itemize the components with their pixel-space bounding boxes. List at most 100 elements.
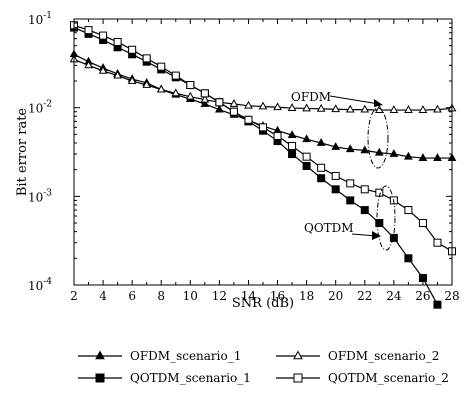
data-point [200, 94, 210, 103]
legend-label: OFDM_scenario_1 [130, 349, 241, 363]
data-point [128, 45, 137, 54]
data-point [215, 104, 224, 113]
data-point [346, 196, 355, 205]
data-point [418, 219, 427, 228]
legend-item: QOTDM_scenario_2 [276, 371, 449, 385]
series-line [73, 24, 453, 252]
data-point [200, 89, 209, 98]
annotation-ofdm-arrowhead [374, 99, 383, 107]
data-point [186, 81, 195, 90]
data-point [156, 84, 166, 93]
series-QOTDM_scenario_2 [70, 21, 456, 256]
x-tick-label: 12 [212, 289, 227, 303]
x-tick-label: 24 [386, 289, 402, 303]
data-point [360, 206, 369, 215]
x-tick-label: 8 [157, 289, 165, 303]
data-point [215, 98, 224, 107]
data-point [84, 26, 93, 35]
data-point [244, 100, 253, 109]
legend-marker [293, 350, 303, 360]
annotation-qotdm: QOTDM [304, 221, 354, 235]
x-tick-label: 28 [444, 289, 459, 303]
legend: OFDM_scenario_1 QOTDM_scenario_1 OFDM_scen… [78, 349, 449, 385]
data-point [404, 105, 413, 113]
data-point [433, 300, 442, 309]
data-point [302, 152, 311, 161]
x-tick-label: 14 [241, 289, 257, 303]
y-tick-label: 10-2 [28, 100, 52, 116]
annotation-ofdm-ellipse [367, 107, 389, 169]
series-QOTDM_scenario_1 [70, 23, 442, 309]
y-axis-title: Bit error rate [15, 108, 30, 197]
data-point [302, 161, 311, 170]
x-tick-label: 22 [357, 289, 372, 303]
data-point [113, 38, 122, 47]
data-point [331, 142, 341, 150]
x-axis-title: SNR (dB) [232, 296, 294, 311]
x-tick-label: 20 [328, 289, 343, 303]
axes: 2 4 6 8 10 12 14 16 18 20 22 24 26 2810-110-210-310-4… [15, 11, 460, 311]
data-point [171, 88, 181, 97]
data-point [288, 141, 297, 150]
annotation-qotdm-ellipse [376, 185, 396, 251]
data-point [288, 150, 297, 159]
data-point [389, 149, 399, 157]
data-point [157, 62, 166, 71]
data-point [375, 219, 384, 228]
data-point [389, 233, 398, 242]
data-point [200, 99, 210, 107]
annotations: OFDM QOTDM [291, 90, 396, 251]
legend-marker [95, 350, 105, 360]
data-point [345, 144, 355, 153]
data-point [346, 179, 355, 188]
data-point [302, 134, 311, 143]
x-tick-label: 2 [70, 289, 78, 303]
data-point [360, 104, 370, 113]
x-tick-label: 18 [299, 289, 314, 303]
data-point [142, 54, 151, 63]
data-point [404, 151, 413, 160]
data-point [259, 123, 267, 132]
x-tick-label: 4 [99, 289, 107, 303]
data-point [317, 163, 326, 172]
series-OFDM_scenario_2 [69, 54, 457, 113]
data-point [389, 105, 399, 113]
y-tick-label: 10-1 [28, 11, 52, 27]
data-point [374, 105, 384, 113]
data-point [374, 147, 384, 156]
data-point [244, 115, 253, 124]
data-point [331, 171, 340, 180]
legend-marker [95, 373, 105, 383]
legend-marker [293, 373, 303, 383]
data-point [360, 185, 369, 194]
data-point [404, 254, 413, 263]
data-point [302, 103, 311, 112]
legend-item: OFDM_scenario_1 [78, 349, 241, 363]
data-point [287, 130, 297, 139]
data-point [287, 103, 297, 111]
data-point [229, 99, 239, 107]
legend-label: QOTDM_scenario_2 [328, 371, 449, 385]
data-point [171, 71, 180, 80]
data-point [229, 107, 238, 116]
series-line [73, 27, 438, 305]
annotation-qotdm-arrowhead [372, 231, 381, 240]
data-point [360, 145, 370, 154]
data-point [258, 101, 268, 110]
data-point [316, 103, 326, 112]
data-point [345, 104, 355, 113]
data-point [404, 206, 413, 215]
x-tick-label: 6 [128, 289, 136, 303]
data-point [331, 185, 340, 194]
annotation-ofdm-arrow [329, 95, 380, 105]
data-point [331, 104, 341, 113]
data-point [142, 80, 152, 88]
data-point [433, 238, 442, 247]
x-tick-label: 16 [270, 289, 285, 303]
data-point [185, 91, 195, 100]
data-point [98, 65, 108, 74]
data-point [113, 70, 122, 79]
data-point [99, 31, 108, 40]
data-point [317, 174, 326, 183]
